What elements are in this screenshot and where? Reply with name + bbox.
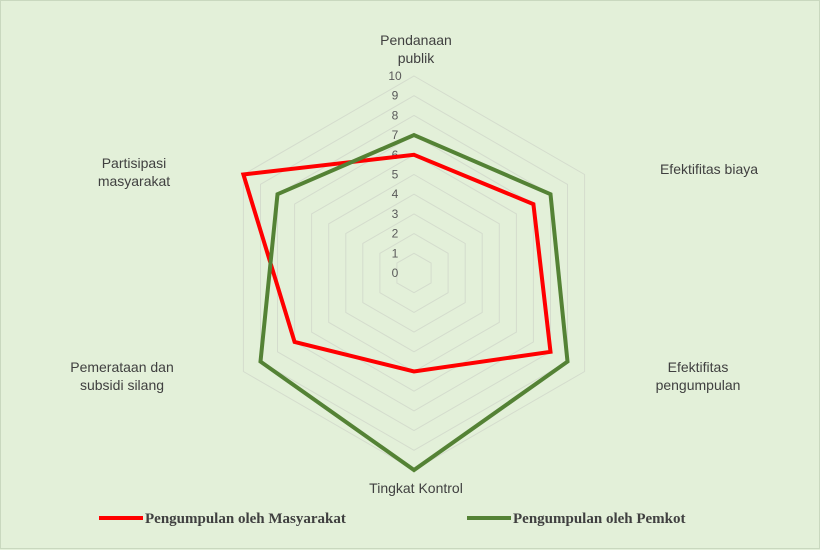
tick-labels: 0 1 2 3 4 5 6 7 8 9 10 (388, 69, 402, 280)
category-labels: Pendanaan publik Efektifitas biaya Efektifi… (70, 32, 758, 496)
category-label: Partisipasi masyarakat (98, 155, 170, 189)
legend: Pengumpulan oleh Masyarakat Pengumpulan o… (99, 511, 686, 527)
grid-ring (260, 95, 568, 451)
tick-label: 6 (392, 148, 399, 162)
grid-ring (277, 114, 551, 432)
tick-label: 8 (392, 108, 399, 122)
tick-label: 3 (392, 207, 399, 221)
tick-label: 4 (392, 187, 399, 201)
grid-ring (311, 154, 517, 392)
category-label: Tingkat Kontrol (369, 480, 463, 496)
series-line-1 (258, 132, 570, 473)
tick-label: 5 (392, 168, 399, 182)
tick-label: 0 (392, 266, 399, 280)
tick-label: 7 (392, 128, 399, 142)
grid-ring (379, 233, 449, 313)
series-line-0 (240, 152, 553, 374)
tick-label: 10 (388, 69, 402, 83)
category-label: Pendanaan publik (380, 32, 452, 66)
grid-ring (345, 193, 483, 353)
grid-ring (328, 173, 500, 373)
category-label: Efektifitas biaya (660, 161, 758, 177)
grid-ring (362, 213, 466, 333)
tick-label: 9 (392, 89, 399, 103)
category-label: Efektifitas pengumpulan (656, 359, 741, 393)
category-label: Pemerataan dan subsidi silang (70, 359, 174, 393)
grid-ring (396, 252, 432, 294)
tick-label: 2 (392, 227, 399, 241)
series-layer (240, 132, 570, 473)
legend-label: Pengumpulan oleh Pemkot (513, 511, 686, 527)
legend-label: Pengumpulan oleh Masyarakat (145, 511, 346, 527)
tick-label: 1 (392, 246, 399, 260)
